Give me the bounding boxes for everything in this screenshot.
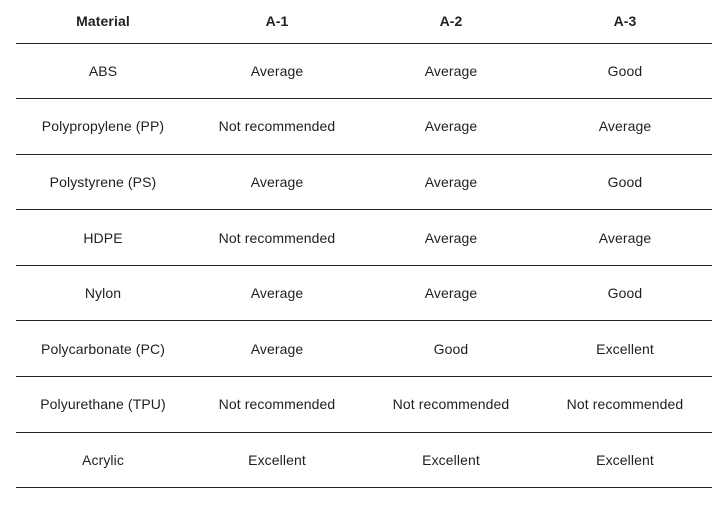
material-cell: Polypropylene (PP)	[16, 98, 190, 155]
table-row-polypropylene-pp: Polypropylene (PP) Not recommended Average…	[16, 98, 712, 155]
rating-cell-a-3: Good	[538, 43, 712, 100]
rating-cell-a-2: Good	[364, 320, 538, 378]
rating-cell-a-3: Not recommended	[538, 376, 712, 433]
table-row-abs: ABS Average Average Good	[16, 43, 712, 100]
table-row-acrylic: Acrylic Excellent Excellent Excellent	[16, 432, 712, 489]
rating-cell-a-3: Good	[538, 154, 712, 211]
table-row-polystyrene-ps: Polystyrene (PS) Average Average Good	[16, 154, 712, 211]
table-header: Material A-1 A-2 A-3	[16, 0, 712, 44]
rating-cell-a-3: Average	[538, 209, 712, 266]
rating-cell-a-1: Average	[190, 154, 364, 211]
rating-cell-a-1: Not recommended	[190, 209, 364, 266]
material-cell: Polyurethane (TPU)	[16, 376, 190, 433]
material-compatibility-section: Material A-1 A-2 A-3 ABS Average Average Good P…	[16, 0, 712, 489]
table-row-nylon: Nylon Average Average Good	[16, 265, 712, 322]
rating-cell-a-2: Average	[364, 209, 538, 266]
rating-cell-a-1: Not recommended	[190, 376, 364, 433]
rating-cell-a-2: Average	[364, 98, 538, 155]
rating-cell-a-2: Not recommended	[364, 376, 538, 433]
rating-cell-a-2: Average	[364, 265, 538, 322]
rating-cell-a-1: Average	[190, 265, 364, 322]
rating-cell-a-2: Average	[364, 154, 538, 211]
table-row-polyurethane-tpu: Polyurethane (TPU) Not recommended Not rec…	[16, 376, 712, 433]
rating-cell-a-2: Average	[364, 43, 538, 100]
material-cell: Polycarbonate (PC)	[16, 320, 190, 378]
rating-cell-a-1: Not recommended	[190, 98, 364, 155]
column-header-a-3: A-3	[538, 0, 712, 44]
rating-cell-a-1: Excellent	[190, 432, 364, 489]
table-row-polycarbonate-pc: Polycarbonate (PC) Average Good Excellent	[16, 320, 712, 378]
rating-cell-a-3: Good	[538, 265, 712, 322]
material-cell: Acrylic	[16, 432, 190, 489]
rating-cell-a-3: Excellent	[538, 432, 712, 489]
material-cell: Nylon	[16, 265, 190, 322]
material-cell: ABS	[16, 43, 190, 100]
material-cell: HDPE	[16, 209, 190, 266]
rating-cell-a-3: Average	[538, 98, 712, 155]
column-header-a-1: A-1	[190, 0, 364, 44]
material-compatibility-table: Material A-1 A-2 A-3 ABS Average Average Good P…	[16, 0, 712, 489]
rating-cell-a-1: Average	[190, 43, 364, 100]
material-cell: Polystyrene (PS)	[16, 154, 190, 211]
header-row: Material A-1 A-2 A-3	[16, 0, 712, 44]
table-body: ABS Average Average Good Polypropylene (PP) N…	[16, 43, 712, 489]
rating-cell-a-2: Excellent	[364, 432, 538, 489]
table-row-hdpe: HDPE Not recommended Average Average	[16, 209, 712, 266]
rating-cell-a-1: Average	[190, 320, 364, 378]
column-header-a-2: A-2	[364, 0, 538, 44]
rating-cell-a-3: Excellent	[538, 320, 712, 378]
column-header-material: Material	[16, 0, 190, 44]
